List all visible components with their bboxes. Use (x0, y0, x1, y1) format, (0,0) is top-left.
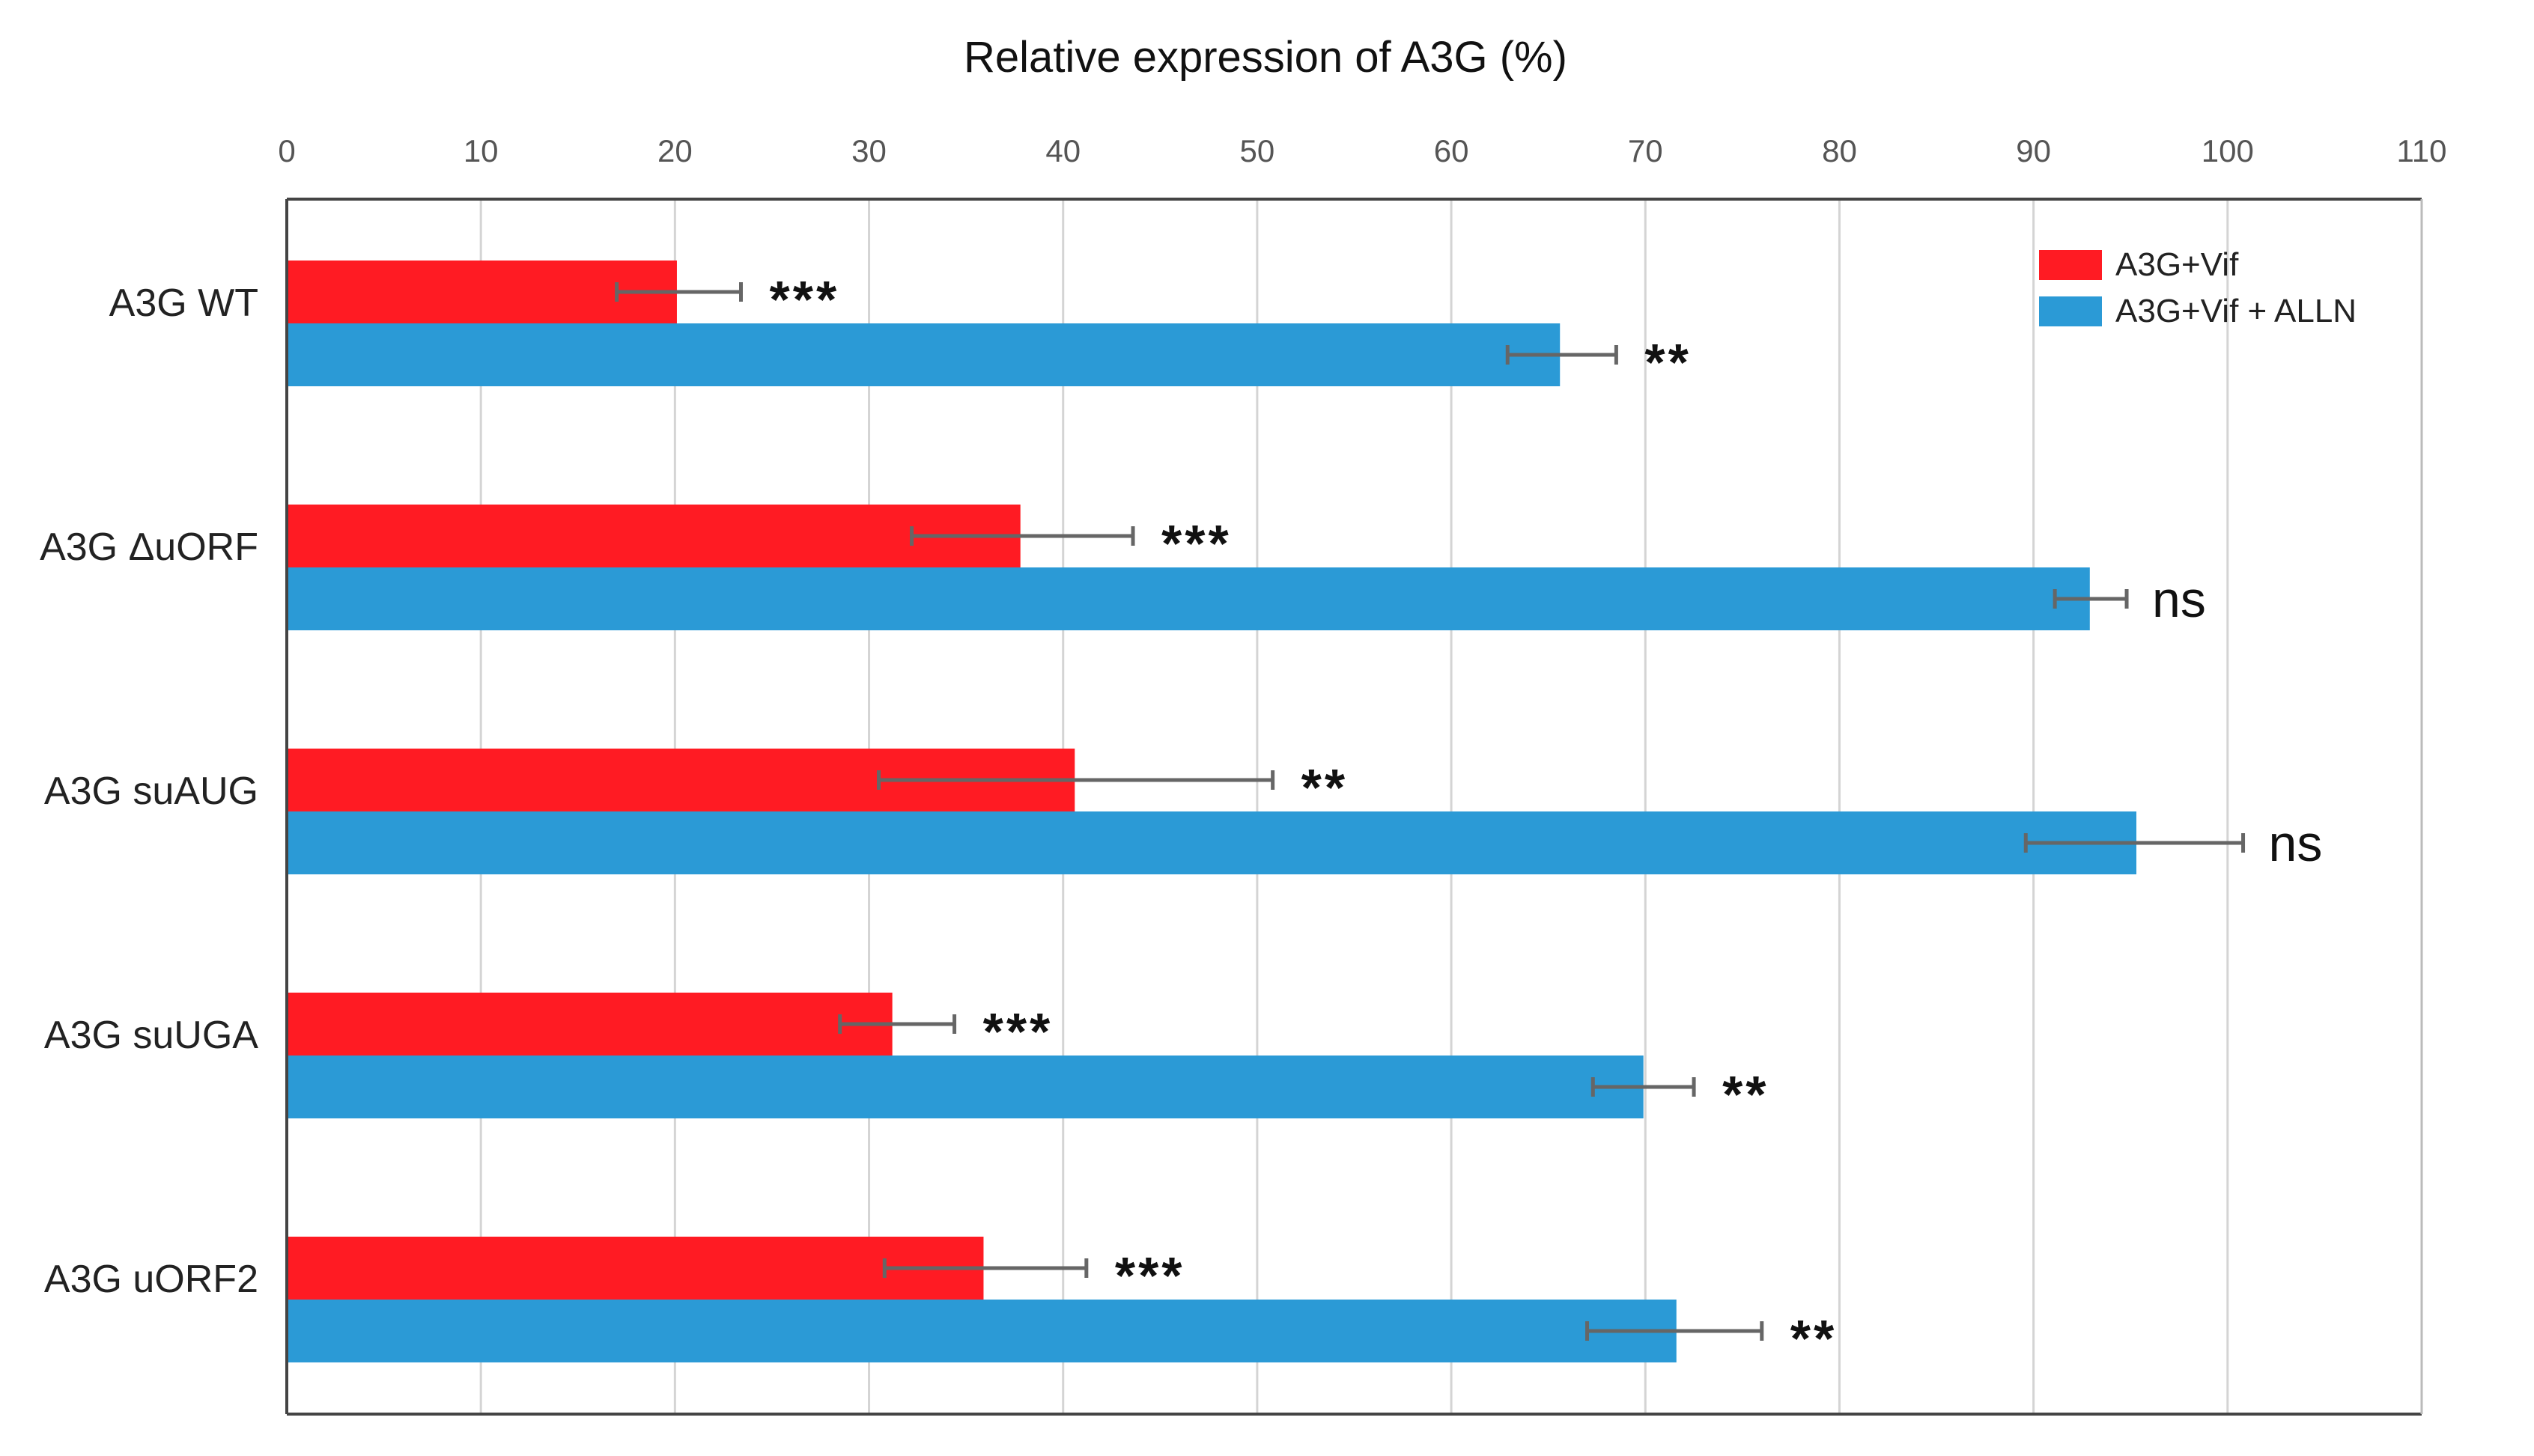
category-label-1: A3G ΔuORF (40, 526, 258, 569)
x-tick-label-100: 100 (2202, 133, 2254, 168)
error-bars (615, 282, 2246, 1341)
x-tick-label-80: 80 (1822, 133, 1857, 168)
bar-series0-cat4 (287, 1237, 984, 1300)
category-label-0: A3G WT (109, 281, 258, 325)
bar-series1-cat3 (287, 1056, 1644, 1118)
legend-swatch-0 (2039, 250, 2102, 280)
axes (285, 198, 2423, 1416)
bar-series1-cat0 (287, 323, 1561, 386)
x-tick-label-40: 40 (1045, 133, 1081, 168)
x-tick-label-60: 60 (1434, 133, 1469, 168)
x-tick-label-10: 10 (464, 133, 499, 168)
bars (287, 261, 2137, 1362)
x-tick-label-90: 90 (2016, 133, 2051, 168)
legend: A3G+Vif A3G+Vif + ALLN (2039, 246, 2357, 329)
bar-series0-cat1 (287, 505, 1021, 567)
significance-series0-cat2: ** (1301, 758, 1348, 817)
x-tick-label-0: 0 (278, 133, 295, 168)
chart-title: Relative expression of A3G (%) (964, 33, 1567, 82)
bar-series0-cat0 (287, 261, 677, 323)
category-label-2: A3G suAUG (44, 770, 258, 813)
x-tick-label-50: 50 (1240, 133, 1275, 168)
category-label-4: A3G uORF2 (44, 1258, 258, 1301)
significance-series0-cat3: *** (983, 1002, 1054, 1061)
x-tick-label-70: 70 (1628, 133, 1663, 168)
significance-series1-cat2: ns (2269, 815, 2323, 872)
significance-series1-cat3: ** (1722, 1065, 1769, 1124)
legend-swatch-1 (2039, 296, 2102, 326)
x-tick-label-20: 20 (657, 133, 693, 168)
bar-series1-cat1 (287, 567, 2090, 630)
bar-series1-cat4 (287, 1300, 1677, 1362)
x-tick-labels: 0 10 20 30 40 50 60 70 80 90 100 110 (278, 133, 2446, 168)
bar-series0-cat3 (287, 993, 893, 1056)
x-tick-label-110: 110 (2397, 133, 2447, 168)
significance-series1-cat1: ns (2152, 571, 2206, 628)
significance-series0-cat0: *** (769, 270, 839, 329)
significance-series1-cat4: ** (1790, 1309, 1837, 1368)
legend-label-1: A3G+Vif + ALLN (2115, 293, 2357, 329)
x-tick-label-30: 30 (851, 133, 887, 168)
category-labels: A3G WT A3G ΔuORF A3G suAUG A3G suUGA A3G uOR… (40, 281, 258, 1301)
category-label-3: A3G suUGA (44, 1014, 258, 1057)
bar-series1-cat2 (287, 811, 2137, 874)
significance-series1-cat0: ** (1644, 333, 1691, 392)
legend-label-0: A3G+Vif (2115, 246, 2239, 283)
significance-series0-cat1: *** (1161, 514, 1232, 573)
significance-series0-cat4: *** (1115, 1246, 1185, 1305)
